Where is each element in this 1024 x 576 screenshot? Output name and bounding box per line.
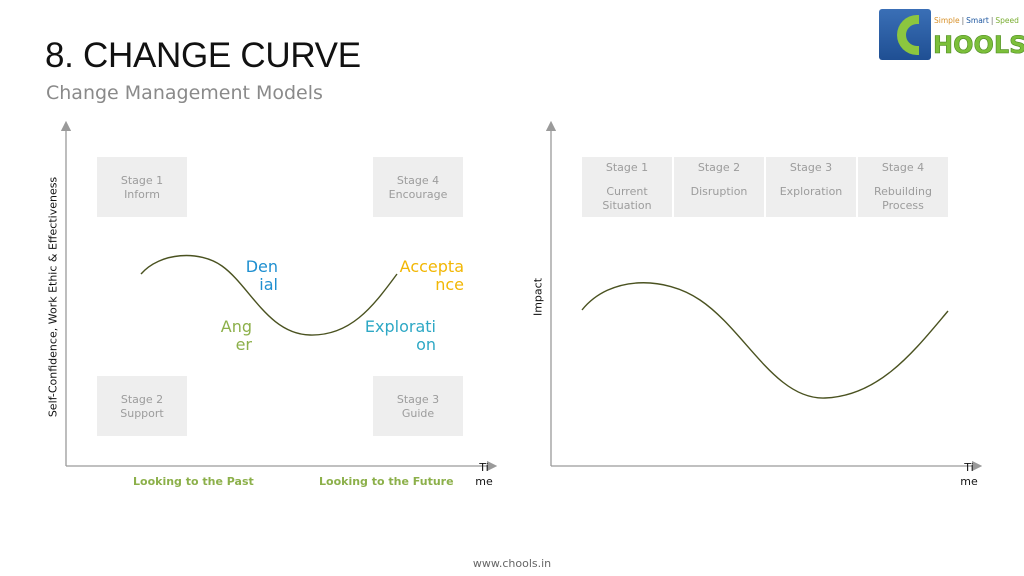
past-label: Looking to the Past: [133, 475, 254, 488]
curve-word-acceptance: Accepta nce: [399, 257, 464, 294]
footer-url: www.chools.in: [472, 557, 552, 570]
curve-word-anger: Ang er: [220, 317, 252, 354]
logo-wordmark: HOOLS: [933, 31, 1024, 60]
stage-box-inform: Stage 1 Inform: [97, 157, 187, 217]
page-title: 8. CHANGE CURVE: [45, 36, 361, 75]
future-label: Looking to the Future: [319, 475, 454, 488]
curve-word-denial: Den ial: [245, 257, 278, 294]
logo-mark: [879, 9, 931, 60]
logo-tagline: Simple | Smart | Speed: [934, 16, 1019, 25]
stage-box-current-situation: Stage 1 Current Situation: [582, 157, 672, 217]
stage-box-rebuilding-process: Stage 4 Rebuilding Process: [858, 157, 948, 217]
stage-box-exploration: Stage 3 Exploration: [766, 157, 856, 217]
right-y-axis-label: Impact: [531, 277, 545, 317]
left-y-axis-label: Self-Confidence, Work Ethic & Effectiven…: [46, 176, 60, 418]
curve-word-exploration: Explorati on: [364, 317, 436, 354]
right-change-curve: [581, 282, 949, 399]
page-subtitle: Change Management Models: [46, 82, 323, 104]
chools-logo: Simple | Smart | Speed HOOLS: [879, 8, 1024, 62]
right-x-axis-label: Ti me: [960, 461, 978, 488]
stage-box-support: Stage 2 Support: [97, 376, 187, 436]
stage-box-disruption: Stage 2 Disruption: [674, 157, 764, 217]
left-change-curve: [140, 254, 398, 336]
left-x-axis-label: Ti me: [475, 461, 493, 488]
stage-box-encourage: Stage 4 Encourage: [373, 157, 463, 217]
stage-box-guide: Stage 3 Guide: [373, 376, 463, 436]
